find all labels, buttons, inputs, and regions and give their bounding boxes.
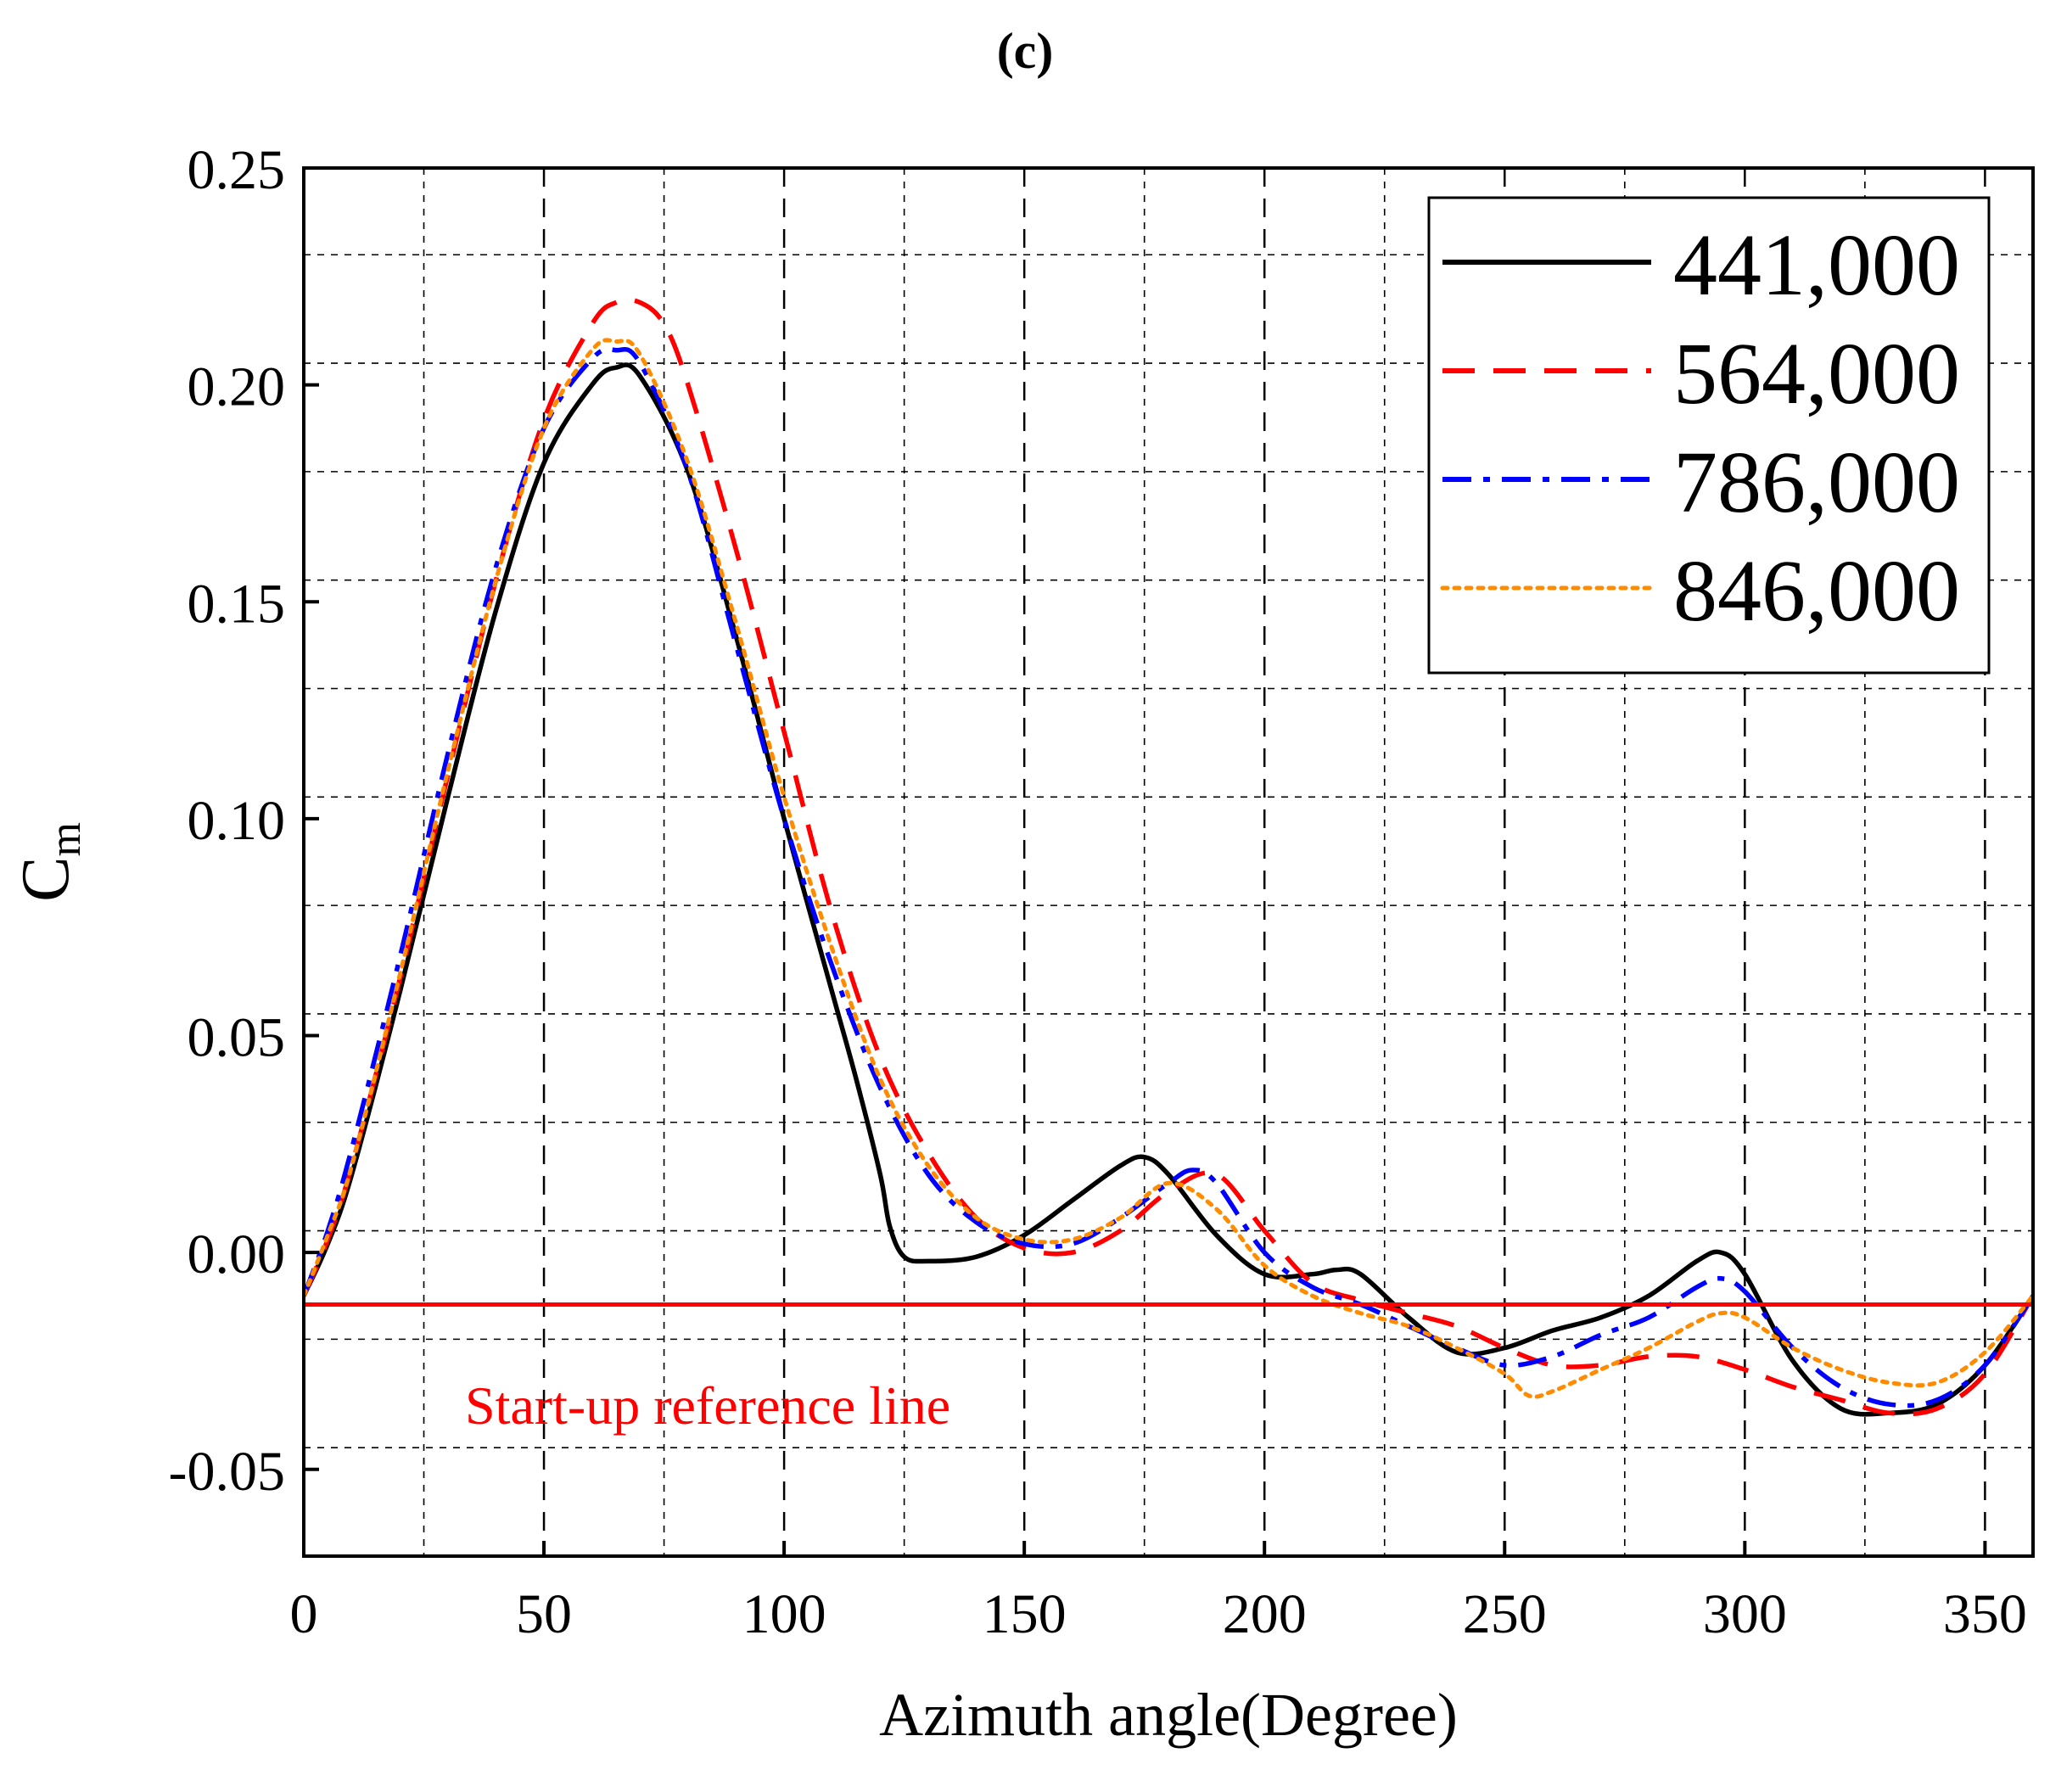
x-tick-label: 150: [983, 1583, 1067, 1645]
legend-label: 786,000: [1673, 434, 1960, 531]
legend-label: 441,000: [1673, 216, 1960, 314]
y-axis-label-sub: m: [42, 822, 90, 856]
y-tick-label: 0.10: [188, 790, 286, 852]
series-line-786000: [304, 346, 2033, 1408]
y-tick-label: 0.25: [188, 139, 286, 201]
panel-label: (c): [997, 23, 1054, 79]
y-tick-label: -0.05: [169, 1441, 285, 1503]
x-tick-label: 50: [516, 1583, 572, 1645]
axis-ticks: 0 50 100 150 200 250 300 350 -0.05 0.00 0.05 0.10 0.…: [169, 139, 2027, 1645]
x-tick-label: 100: [742, 1583, 826, 1645]
legend-label: 564,000: [1673, 325, 1960, 423]
x-tick-label: 200: [1223, 1583, 1307, 1645]
x-tick-label: 300: [1703, 1583, 1787, 1645]
y-tick-label: 0.15: [188, 573, 286, 635]
x-tick-label: 350: [1943, 1583, 2027, 1645]
legend-label: 846,000: [1673, 542, 1960, 640]
plot-frame: [302, 166, 2035, 1558]
series-line-564000: [304, 297, 2033, 1417]
y-axis-label: Cm: [8, 822, 90, 902]
x-tick-label: 250: [1463, 1583, 1547, 1645]
y-tick-label: 0.05: [188, 1007, 286, 1069]
y-axis-label-main: C: [8, 857, 83, 902]
reference-line-label: Start-up reference line: [465, 1375, 950, 1436]
series-group: [304, 297, 2033, 1417]
legend-box: [1427, 196, 1991, 675]
x-tick-label: 0: [290, 1583, 318, 1645]
series-line-441000: [304, 362, 2033, 1417]
y-tick-label: 0.20: [188, 356, 286, 418]
x-axis-label: Azimuth angle(Degree): [879, 1681, 1458, 1749]
y-tick-label: 0.00: [188, 1224, 286, 1285]
legend: 441,000 564,000 786,000 846,000: [1427, 196, 1991, 675]
